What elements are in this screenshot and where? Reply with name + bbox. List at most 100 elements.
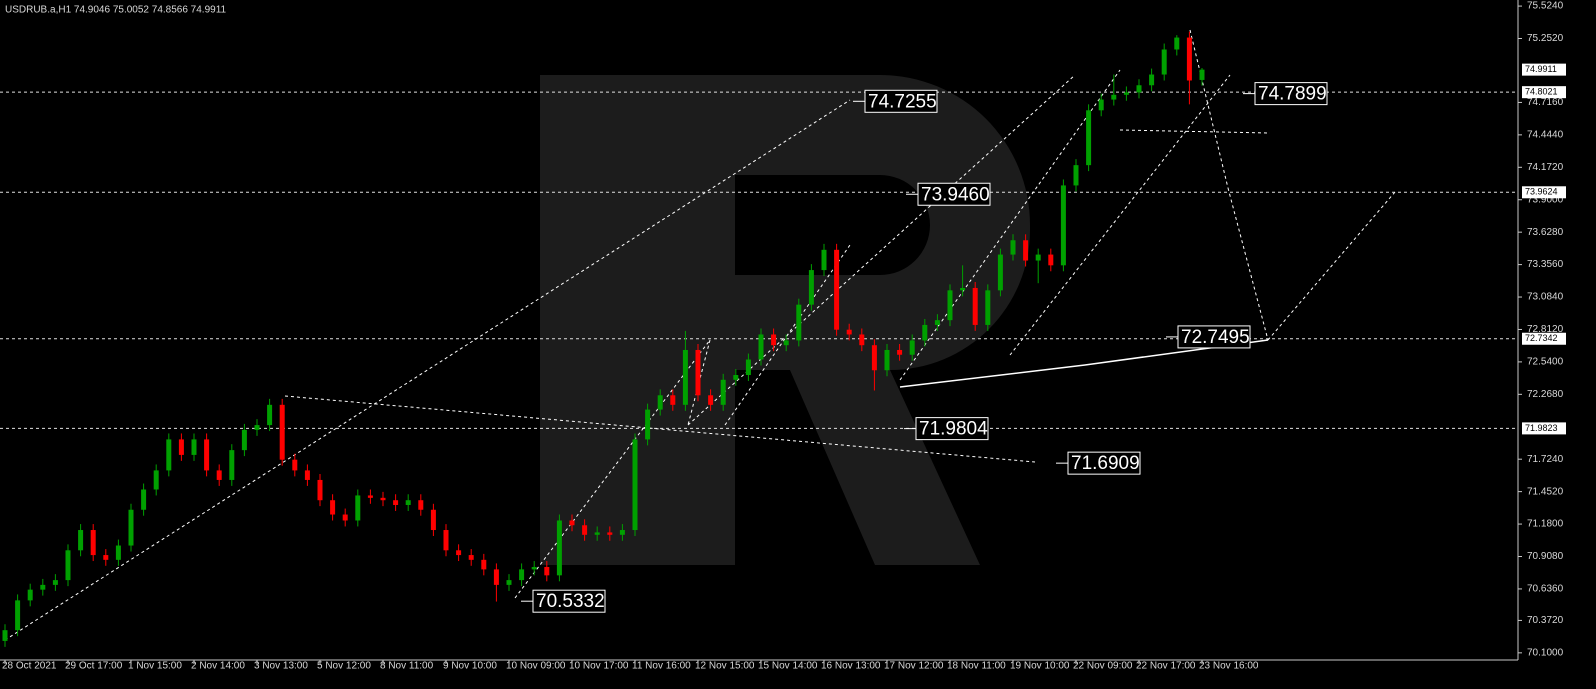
- candle-body: [1161, 49, 1167, 75]
- candle-body: [808, 270, 814, 305]
- candle-body: [166, 439, 172, 471]
- candle-body: [405, 500, 411, 505]
- candle-body: [947, 290, 953, 321]
- candle-body: [393, 500, 399, 505]
- x-tick-label: 11 Nov 16:00: [632, 661, 691, 672]
- y-tick-label: 74.7160: [1527, 97, 1564, 108]
- target-label: 71.6909: [1071, 453, 1140, 474]
- candle-body: [1186, 37, 1192, 81]
- candle-body: [1098, 99, 1104, 111]
- candle-body: [594, 532, 600, 535]
- candle-body: [859, 334, 865, 346]
- candle-body: [1023, 240, 1029, 261]
- candle-body: [544, 566, 550, 576]
- x-tick-label: 18 Nov 11:00: [947, 661, 1006, 672]
- candle-body: [241, 429, 247, 451]
- candle-body: [1048, 254, 1054, 266]
- y-tick-label: 74.4440: [1527, 130, 1564, 141]
- candle-body: [1199, 69, 1205, 80]
- y-tick-label: 72.2680: [1527, 389, 1564, 400]
- x-tick-label: 22 Nov 09:00: [1073, 661, 1133, 672]
- target-box: [532, 589, 606, 613]
- candle-body: [607, 532, 613, 535]
- candle-body: [141, 489, 147, 510]
- x-tick-label: 5 Nov 12:00: [317, 661, 371, 672]
- x-tick-label: 3 Nov 13:00: [254, 661, 308, 672]
- candle-body: [1149, 74, 1155, 86]
- x-tick-label: 28 Oct 2021: [2, 661, 57, 672]
- y-tick-label: 73.0840: [1527, 292, 1564, 303]
- candle-body: [972, 287, 978, 325]
- x-tick-label: 22 Nov 17:00: [1136, 661, 1196, 672]
- target-box: [915, 417, 989, 441]
- candle-body: [645, 409, 651, 440]
- y-tick-label: 73.9000: [1527, 194, 1564, 205]
- target-box: [917, 182, 991, 206]
- candle-body: [1174, 37, 1180, 50]
- candle-body: [758, 334, 764, 360]
- candle-body: [657, 395, 663, 410]
- x-tick-label: 8 Nov 11:00: [380, 661, 434, 672]
- candle-body: [468, 555, 474, 560]
- forecast-line: [1119, 129, 1271, 134]
- candle-body: [456, 550, 462, 556]
- candle-body: [670, 395, 676, 405]
- forecast-line: [1267, 191, 1396, 341]
- current-price: 74.9911: [1525, 64, 1557, 74]
- candle-body: [720, 379, 726, 405]
- candle-body: [2, 630, 8, 641]
- candle-body: [531, 566, 537, 570]
- price-tag: 71.9823: [1525, 423, 1558, 433]
- forecast-line: [4, 99, 851, 641]
- candle-body: [821, 249, 827, 271]
- candle-body: [279, 404, 285, 460]
- candle-body: [909, 340, 915, 355]
- price-tag-box: [1522, 422, 1566, 435]
- forecast-line: [1227, 187, 1269, 341]
- candle-body: [682, 349, 688, 405]
- price-tag: 74.8021: [1525, 87, 1558, 97]
- candle-body: [846, 329, 852, 335]
- candle-body: [569, 520, 575, 526]
- candle-body: [519, 569, 525, 581]
- candle-body: [985, 290, 991, 325]
- candle-body: [1073, 165, 1079, 186]
- candle-body: [771, 334, 777, 346]
- forecast-line: [1009, 74, 1231, 356]
- current-price-box: [1522, 63, 1566, 76]
- candle-body: [52, 580, 58, 585]
- candle-body: [153, 470, 159, 490]
- y-tick-label: 73.3560: [1527, 259, 1564, 270]
- candle-body: [204, 439, 210, 471]
- candle-body: [922, 324, 928, 341]
- candle-body: [481, 559, 487, 570]
- y-tick-label: 70.1000: [1527, 647, 1564, 658]
- candle-body: [871, 345, 877, 371]
- candle-body: [15, 600, 21, 631]
- candle-body: [960, 287, 966, 291]
- chart-title: USDRUB.a,H1 74.9046 75.0052 74.8566 74.9…: [5, 5, 227, 16]
- candle-body: [292, 459, 298, 471]
- target-label: 72.7495: [1181, 327, 1250, 348]
- x-tick-label: 29 Oct 17:00: [65, 661, 123, 672]
- candle-body: [191, 439, 197, 455]
- y-tick-label: 72.8120: [1527, 324, 1564, 335]
- y-tick-label: 71.4520: [1527, 486, 1564, 497]
- candle-body: [443, 530, 449, 551]
- price-tag-box: [1522, 86, 1566, 99]
- target-box: [1177, 325, 1251, 349]
- candle-body: [317, 479, 323, 501]
- candle-body: [1060, 185, 1066, 266]
- candle-body: [506, 580, 512, 585]
- y-tick-label: 71.1800: [1527, 519, 1564, 530]
- candle-body: [90, 530, 96, 556]
- candle-body: [733, 375, 739, 380]
- x-tick-label: 16 Nov 13:00: [821, 661, 881, 672]
- y-tick-label: 70.9080: [1527, 551, 1564, 562]
- candle-body: [40, 584, 46, 590]
- target-box: [864, 89, 938, 113]
- candle-body: [619, 530, 625, 535]
- x-tick-label: 12 Nov 15:00: [695, 661, 755, 672]
